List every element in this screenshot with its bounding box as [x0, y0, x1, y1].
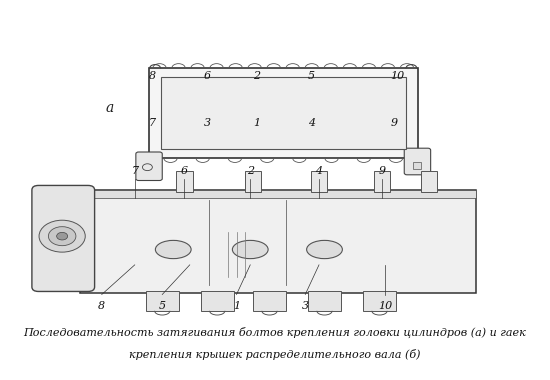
Bar [421, 171, 437, 192]
Polygon shape [159, 116, 177, 133]
Text: 8: 8 [98, 301, 105, 311]
Circle shape [130, 256, 139, 262]
Bar [374, 171, 390, 192]
Text: 4: 4 [316, 166, 322, 176]
Bar [363, 291, 396, 311]
Bar [148, 68, 418, 158]
Circle shape [185, 256, 194, 262]
Ellipse shape [232, 241, 268, 259]
Circle shape [315, 256, 323, 262]
Bar [80, 190, 476, 293]
Circle shape [71, 269, 78, 274]
Circle shape [246, 256, 255, 262]
Bar [201, 291, 234, 311]
Text: крепления крышек распределительного вала (б): крепления крышек распределительного вала… [129, 349, 421, 359]
Bar [161, 77, 406, 149]
Bar [176, 171, 192, 192]
Text: 5: 5 [159, 301, 166, 311]
Circle shape [176, 198, 192, 210]
Circle shape [57, 232, 68, 240]
Text: Последовательность затягивания болтов крепления головки цилиндров (а) и гаек: Последовательность затягивания болтов кр… [24, 327, 526, 338]
FancyBboxPatch shape [136, 152, 162, 180]
Circle shape [180, 201, 189, 207]
Bar [146, 291, 179, 311]
Bar [311, 171, 327, 192]
Circle shape [315, 201, 323, 207]
FancyBboxPatch shape [404, 148, 431, 175]
Circle shape [378, 201, 387, 207]
Circle shape [311, 198, 327, 210]
Circle shape [126, 253, 143, 265]
Polygon shape [214, 70, 232, 87]
Text: 1: 1 [253, 118, 260, 128]
Circle shape [68, 225, 81, 234]
Polygon shape [263, 70, 281, 87]
Text: а: а [106, 101, 114, 115]
Circle shape [311, 253, 327, 265]
Polygon shape [263, 116, 281, 133]
Text: б: б [48, 234, 57, 248]
Polygon shape [318, 70, 336, 87]
Circle shape [374, 198, 390, 210]
Bar [253, 291, 286, 311]
Text: 8: 8 [148, 71, 156, 81]
Circle shape [71, 249, 78, 253]
Circle shape [71, 228, 78, 232]
Text: 3: 3 [302, 301, 309, 311]
Text: 10: 10 [378, 301, 392, 311]
Circle shape [126, 198, 143, 210]
Circle shape [246, 201, 255, 207]
Bar [308, 291, 341, 311]
Text: 6: 6 [181, 166, 188, 176]
Polygon shape [368, 70, 386, 87]
Bar [412, 162, 421, 169]
Text: 2: 2 [253, 71, 260, 81]
Text: 10: 10 [390, 71, 405, 81]
Circle shape [130, 201, 139, 207]
Circle shape [71, 207, 78, 211]
Polygon shape [214, 116, 232, 133]
Ellipse shape [307, 241, 342, 259]
Circle shape [68, 246, 81, 255]
Text: 9: 9 [390, 118, 398, 128]
Text: 1: 1 [233, 301, 240, 311]
Ellipse shape [155, 241, 191, 259]
Circle shape [39, 220, 85, 252]
Circle shape [377, 253, 393, 265]
Text: 7: 7 [131, 166, 138, 176]
Text: 4: 4 [308, 118, 315, 128]
FancyBboxPatch shape [32, 185, 95, 291]
Circle shape [242, 198, 258, 210]
Text: 2: 2 [247, 166, 254, 176]
Bar [245, 171, 261, 192]
Circle shape [242, 253, 258, 265]
Circle shape [48, 226, 76, 245]
Polygon shape [159, 70, 177, 87]
Text: 9: 9 [379, 166, 386, 176]
Text: 3: 3 [204, 118, 211, 128]
Bar [80, 190, 476, 198]
Circle shape [182, 253, 198, 265]
Circle shape [68, 267, 81, 276]
Circle shape [381, 256, 389, 262]
Polygon shape [318, 116, 336, 133]
Text: 7: 7 [148, 118, 156, 128]
Text: 5: 5 [308, 71, 315, 81]
Text: 6: 6 [204, 71, 211, 81]
Circle shape [68, 204, 81, 214]
Polygon shape [368, 116, 386, 133]
